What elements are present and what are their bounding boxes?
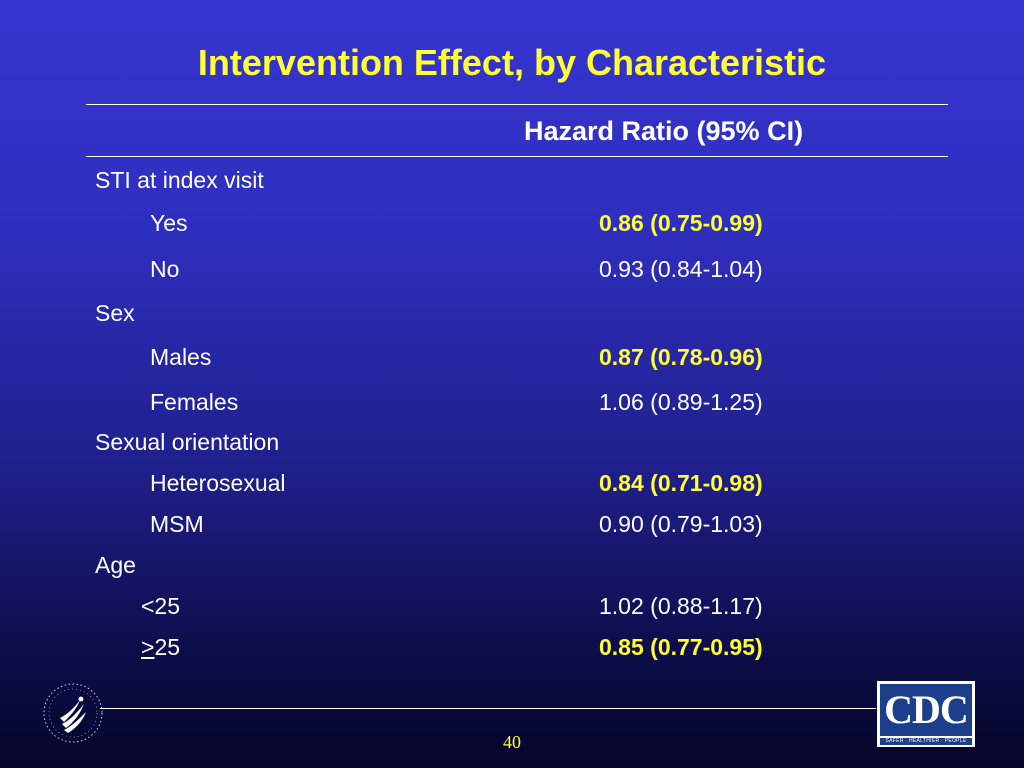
header-bottom-rule xyxy=(86,156,948,157)
hazard-ratio-value: 0.90 (0.79-1.03) xyxy=(599,511,763,537)
group-row-sexual-orientation: Sexual orientation xyxy=(0,429,1024,459)
hazard-ratio-value: 1.02 (0.88-1.17) xyxy=(599,593,763,619)
hazard-ratio-value: 1.06 (0.89-1.25) xyxy=(599,389,763,415)
page-number: 40 xyxy=(503,732,521,752)
row-label: Females xyxy=(150,389,239,415)
table-row-heterosexual: Heterosexual 0.84 (0.71-0.98) xyxy=(0,470,1024,500)
hazard-ratio-value: 0.85 (0.77-0.95) xyxy=(599,634,763,660)
row-label: <25 xyxy=(141,593,181,619)
table-row-age-under-25: <25 1.02 (0.88-1.17) xyxy=(0,593,1024,623)
hhs-eagle-seal-icon xyxy=(43,683,103,743)
cdc-logo-text: CDC xyxy=(880,684,972,736)
row-label: Males xyxy=(150,344,212,370)
row-label: No xyxy=(150,256,180,282)
hazard-ratio-value: 0.86 (0.75-0.99) xyxy=(599,210,763,236)
group-row-age: Age xyxy=(0,552,1024,582)
column-header-hazard-ratio: Hazard Ratio (95% CI) xyxy=(524,116,804,146)
row-label: Heterosexual xyxy=(150,470,286,496)
greater-equal-symbol: > xyxy=(141,634,155,660)
cdc-logo: CDC SAFER · HEALTHIER · PEOPLE xyxy=(877,681,975,747)
row-label: >25 xyxy=(141,634,180,661)
cdc-tagline: SAFER · HEALTHIER · PEOPLE xyxy=(880,738,972,745)
table-row-sex-males: Males 0.87 (0.78-0.96) xyxy=(0,344,1024,374)
slide-title: Intervention Effect, by Characteristic xyxy=(197,42,827,83)
group-row-sti: STI at index visit xyxy=(0,167,1024,197)
table-row-sex-females: Females 1.06 (0.89-1.25) xyxy=(0,389,1024,419)
group-label: Sexual orientation xyxy=(95,429,280,455)
table-row-msm: MSM 0.90 (0.79-1.03) xyxy=(0,511,1024,541)
group-row-sex: Sex xyxy=(0,300,1024,330)
row-label-number: 25 xyxy=(154,634,181,660)
table-row-age-25-plus: >25 0.85 (0.77-0.95) xyxy=(0,634,1024,664)
table-row-sti-yes: Yes 0.86 (0.75-0.99) xyxy=(0,210,1024,240)
row-label: Yes xyxy=(150,210,188,236)
hazard-ratio-value: 0.87 (0.78-0.96) xyxy=(599,344,763,370)
group-label: STI at index visit xyxy=(95,167,264,193)
header-top-rule xyxy=(86,104,948,105)
row-label: MSM xyxy=(150,511,204,537)
hazard-ratio-value: 0.84 (0.71-0.98) xyxy=(599,470,763,496)
footer-rule xyxy=(100,708,876,709)
hazard-ratio-value: 0.93 (0.84-1.04) xyxy=(599,256,763,282)
table-row-sti-no: No 0.93 (0.84-1.04) xyxy=(0,256,1024,286)
group-label: Sex xyxy=(95,300,135,326)
group-label: Age xyxy=(95,552,136,578)
